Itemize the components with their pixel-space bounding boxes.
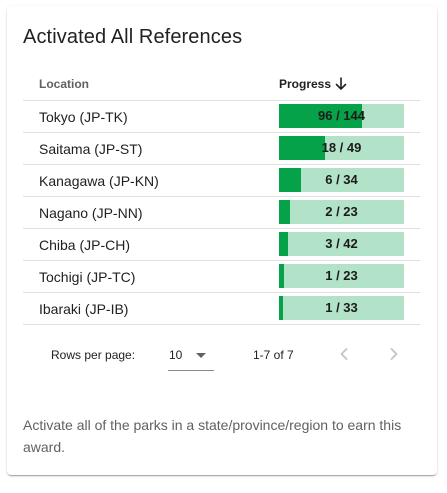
column-header-progress-label: Progress	[279, 77, 332, 91]
location-cell: Saitama (JP-ST)	[39, 141, 143, 157]
progress-bar: 18 / 49	[279, 136, 404, 160]
table-body: Tokyo (JP-TK) 96 / 144 Saitama (JP-ST) 18 /…	[23, 101, 420, 325]
progress-label: 96 / 144	[318, 108, 365, 123]
progress-bar-fill	[279, 200, 290, 224]
progress-label: 18 / 49	[321, 140, 362, 155]
chevron-right-icon[interactable]	[382, 342, 406, 366]
table-row: Saitama (JP-ST) 18 / 49	[23, 133, 420, 165]
progress-bar: 96 / 144	[279, 104, 404, 128]
table-row: Kanagawa (JP-KN) 6 / 34	[23, 165, 420, 197]
progress-label: 3 / 42	[325, 236, 358, 251]
location-cell: Ibaraki (JP-IB)	[39, 301, 129, 317]
progress-bar: 1 / 23	[279, 264, 404, 288]
progress-bar: 1 / 33	[279, 296, 404, 320]
table-row: Tochigi (JP-TC) 1 / 23	[23, 261, 420, 293]
progress-bar-fill	[279, 104, 362, 128]
rows-per-page-label: Rows per page:	[51, 348, 136, 362]
location-cell: Tochigi (JP-TC)	[39, 269, 136, 285]
rows-per-page-value: 10	[169, 348, 183, 362]
progress-bar: 3 / 42	[279, 232, 404, 256]
rows-per-page-select[interactable]: 10	[168, 340, 214, 371]
column-header-location: Location	[39, 77, 89, 91]
progress-bar-fill	[279, 264, 284, 288]
table-header: Location Progress	[23, 67, 420, 101]
card-title: Activated All References	[23, 26, 243, 48]
progress-bar-fill	[279, 232, 288, 256]
progress-table: Location Progress Tokyo (JP-TK) 96 / 144 S…	[23, 67, 420, 325]
progress-bar-fill	[279, 136, 325, 160]
location-cell: Chiba (JP-CH)	[39, 237, 131, 253]
location-cell: Tokyo (JP-TK)	[39, 109, 128, 125]
pagination-range: 1-7 of 7	[253, 348, 294, 362]
progress-label: 6 / 34	[325, 172, 358, 187]
table-row: Nagano (JP-NN) 2 / 23	[23, 197, 420, 229]
column-header-progress[interactable]: Progress	[279, 77, 347, 91]
progress-label: 1 / 23	[325, 268, 358, 283]
table-row: Chiba (JP-CH) 3 / 42	[23, 229, 420, 261]
award-card: Activated All References Location Progre…	[7, 6, 437, 475]
table-row: Tokyo (JP-TK) 96 / 144	[23, 101, 420, 133]
progress-bar: 2 / 23	[279, 200, 404, 224]
caret-down-icon	[196, 353, 206, 358]
table-pagination: Rows per page: 10 1-7 of 7	[23, 340, 420, 376]
arrow-down-icon	[335, 77, 347, 90]
progress-label: 1 / 33	[325, 300, 358, 315]
progress-bar-fill	[279, 168, 301, 192]
location-cell: Kanagawa (JP-KN)	[39, 173, 159, 189]
progress-bar-fill	[279, 296, 283, 320]
chevron-left-icon[interactable]	[332, 342, 356, 366]
award-description: Activate all of the parks in a state/pro…	[23, 417, 402, 455]
progress-label: 2 / 23	[325, 204, 358, 219]
location-cell: Nagano (JP-NN)	[39, 205, 143, 221]
table-row: Ibaraki (JP-IB) 1 / 33	[23, 293, 420, 325]
progress-bar: 6 / 34	[279, 168, 404, 192]
